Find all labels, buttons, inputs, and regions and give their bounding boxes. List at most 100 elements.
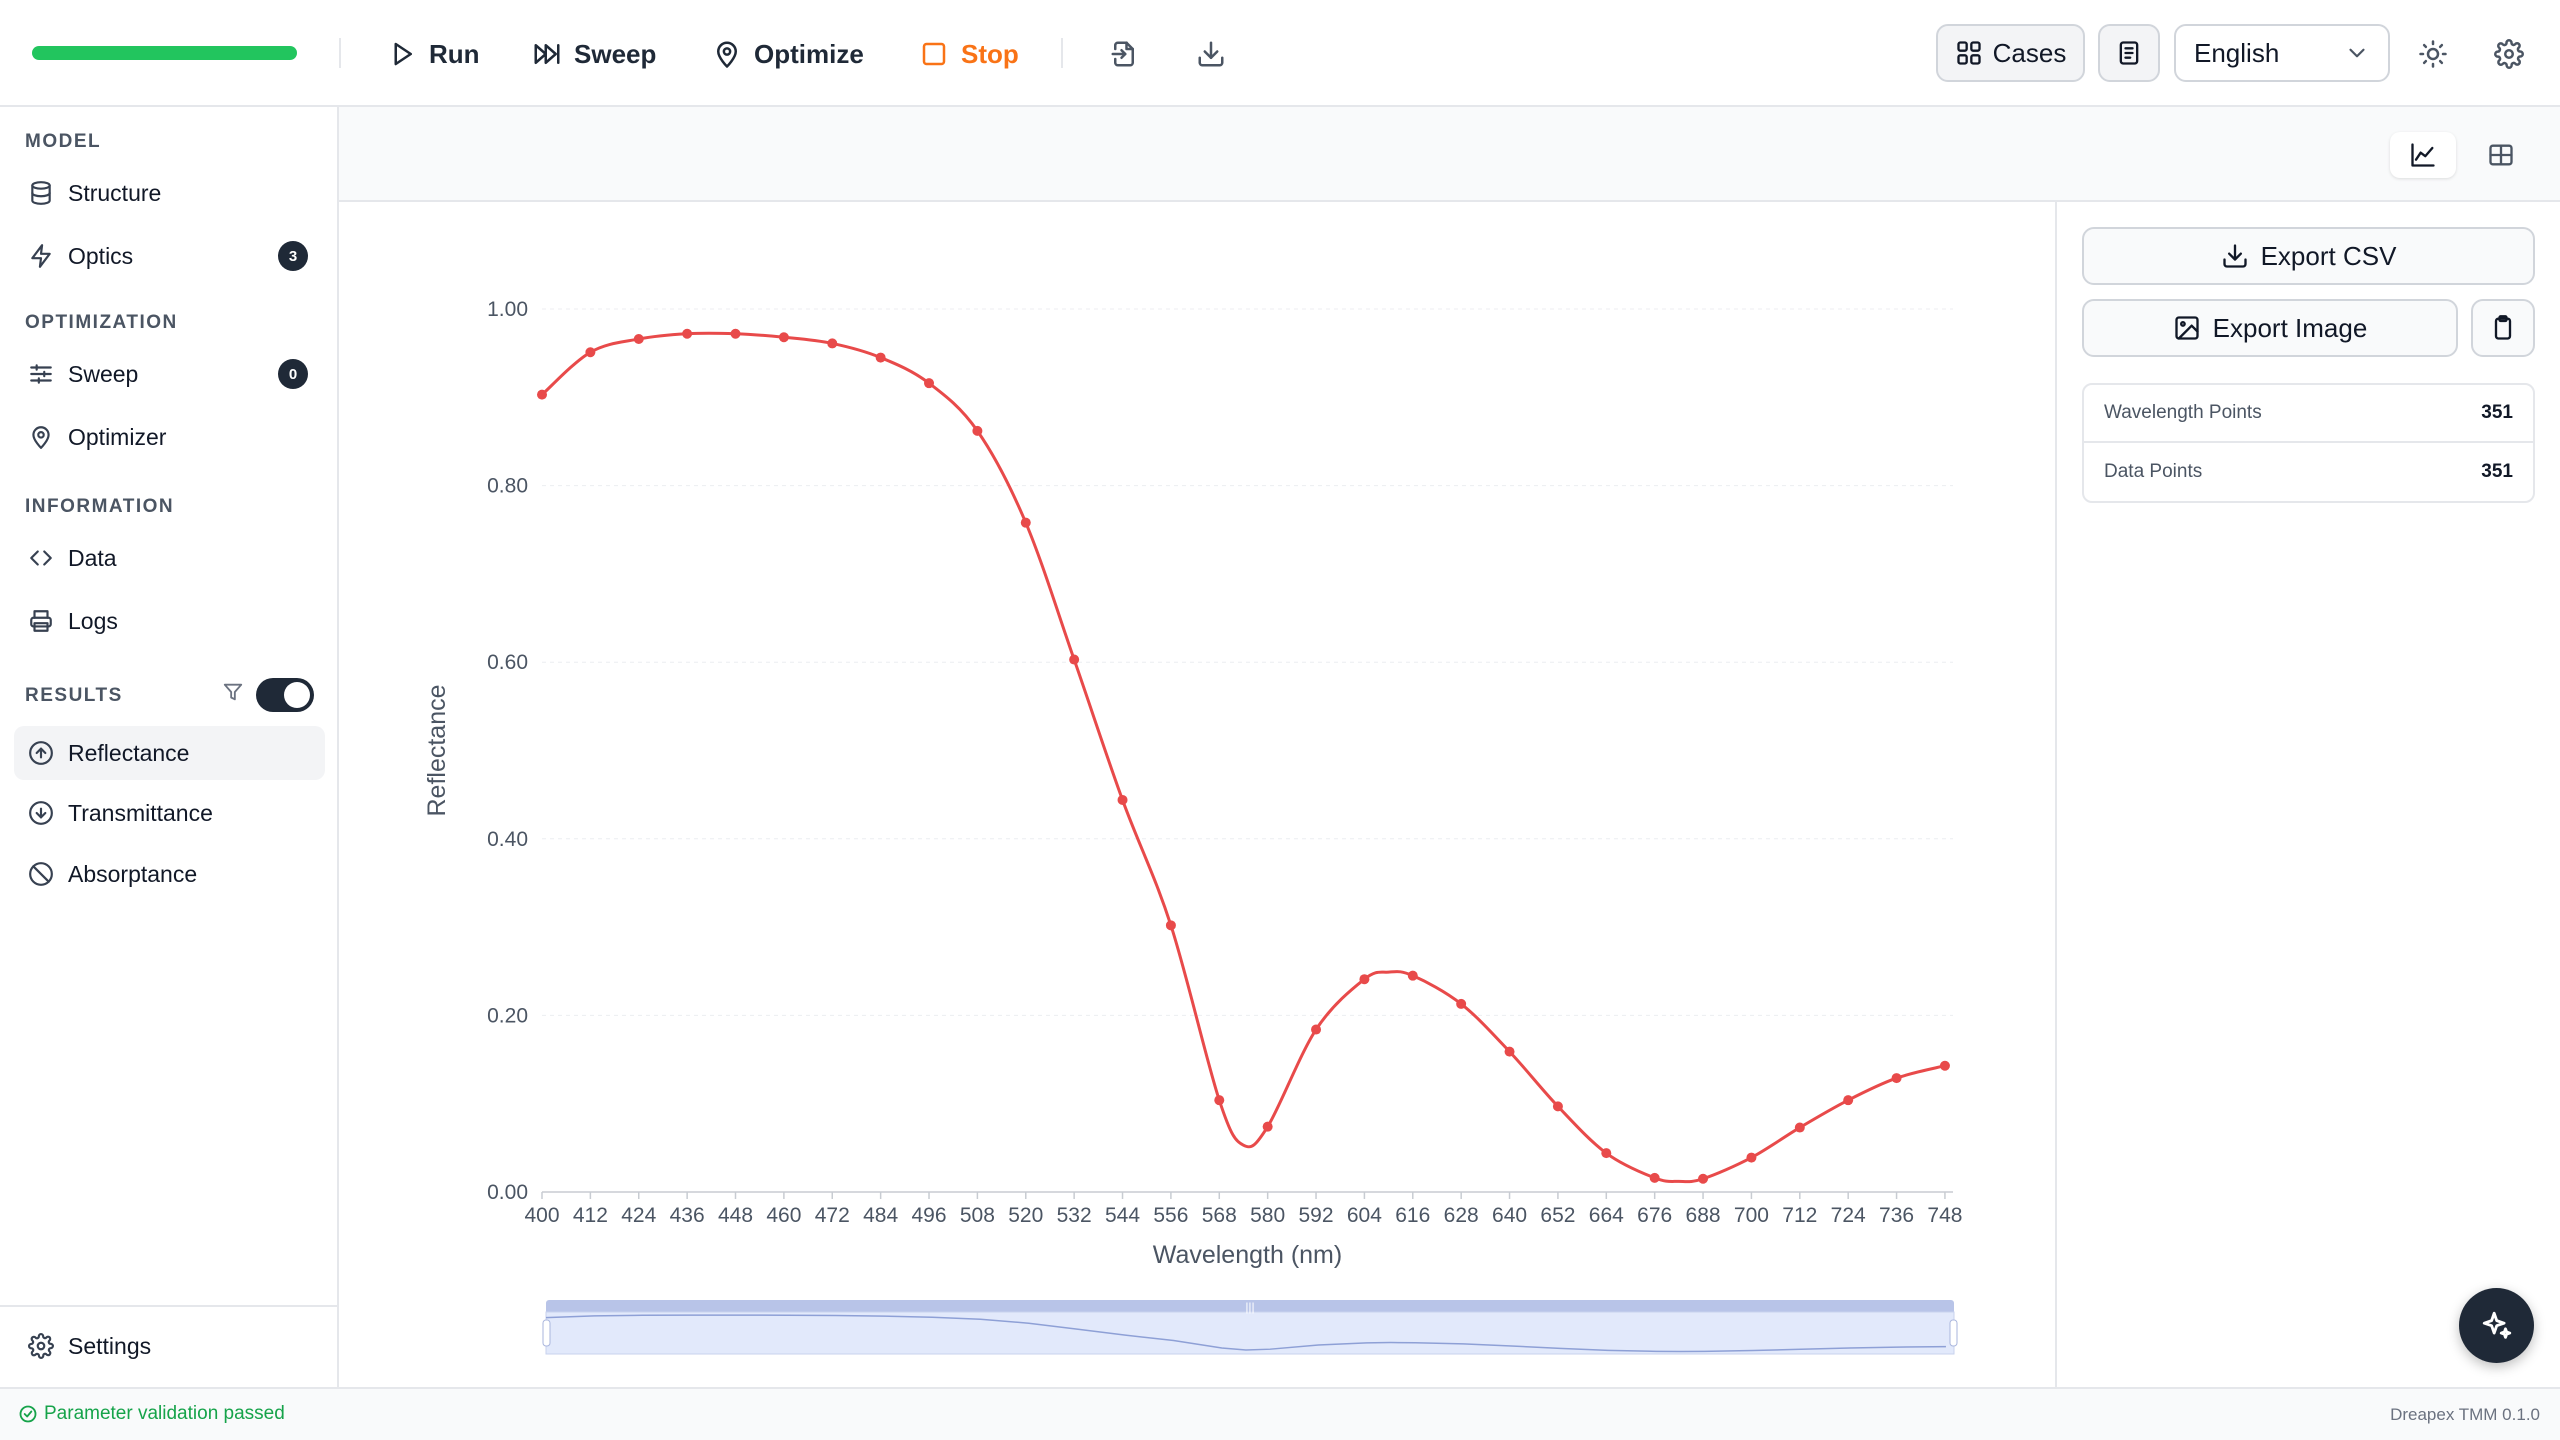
data-point[interactable] — [633, 334, 644, 345]
export-csv-button[interactable]: Export CSV — [2082, 227, 2535, 285]
data-zoom-slider[interactable]: ||| — [542, 1300, 1958, 1355]
x-tick-label: 580 — [1250, 1204, 1285, 1227]
data-point[interactable] — [1020, 517, 1031, 528]
y-tick-label: 0.20 — [487, 1004, 528, 1027]
section-title-information: INFORMATION — [25, 496, 175, 517]
cases-button[interactable]: Cases — [1936, 24, 2085, 82]
run-button-label: Run — [429, 38, 480, 69]
y-axis-label: Reflectance — [423, 684, 451, 816]
sidebar-item-settings[interactable]: Settings — [14, 1319, 325, 1373]
data-point[interactable] — [972, 425, 983, 436]
sidebar-item-structure[interactable]: Structure — [14, 166, 325, 220]
data-point[interactable] — [827, 338, 838, 349]
stat-row-wavelength-points: Wavelength Points 351 — [2084, 385, 2533, 443]
status-bar: Parameter validation passed Dreapex TMM … — [0, 1387, 2560, 1440]
zoom-handle-left[interactable] — [542, 1319, 551, 1347]
top-toolbar: Run Sweep Optimize Stop Cases English — [0, 0, 2560, 107]
skip-forward-icon — [534, 44, 560, 64]
zoom-handle-right[interactable] — [1949, 1319, 1958, 1347]
map-pin-icon — [717, 41, 737, 68]
sidebar-item-optics[interactable]: Optics 3 — [14, 229, 325, 283]
data-point[interactable] — [1843, 1095, 1854, 1106]
app-version: Dreapex TMM 0.1.0 — [2390, 1405, 2540, 1424]
sidebar-item-logs[interactable]: Logs — [14, 594, 325, 648]
data-point[interactable] — [1552, 1101, 1563, 1112]
view-toolbar — [339, 107, 2560, 202]
data-point[interactable] — [778, 332, 789, 343]
data-point[interactable] — [1311, 1024, 1322, 1035]
language-select[interactable]: English — [2174, 24, 2390, 82]
table-view-button[interactable] — [2468, 132, 2534, 178]
run-button[interactable]: Run — [387, 28, 480, 80]
sweep-button[interactable]: Sweep — [532, 28, 656, 80]
optimize-button[interactable]: Optimize — [712, 28, 864, 80]
chart-view-button[interactable] — [2390, 132, 2456, 178]
data-point[interactable] — [1939, 1060, 1950, 1071]
notes-button[interactable] — [2098, 24, 2160, 82]
reflectance-chart[interactable]: 0.00 0.20 0.40 0.60 0.80 1.00 400 412 424 436 448… — [339, 202, 2055, 1387]
data-point[interactable] — [1456, 998, 1467, 1009]
data-point[interactable] — [730, 328, 741, 339]
data-point[interactable] — [537, 389, 547, 400]
y-tick-label: 1.00 — [487, 298, 528, 321]
sidebar-item-label: Optics — [68, 242, 134, 269]
sidebar-item-label: Transmittance — [68, 799, 213, 826]
x-tick-label: 400 — [524, 1204, 559, 1227]
data-point[interactable] — [1407, 970, 1418, 981]
x-tick-label: 604 — [1347, 1204, 1382, 1227]
stop-button[interactable]: Stop — [919, 28, 1019, 80]
y-tick-label: 0.60 — [487, 651, 528, 674]
export-csv-label: Export CSV — [2260, 240, 2397, 271]
zoom-slider-window[interactable] — [545, 1311, 1955, 1355]
data-point[interactable] — [1069, 654, 1080, 665]
count-badge: 3 — [278, 241, 308, 271]
x-tick-label: 688 — [1686, 1204, 1721, 1227]
filter-icon[interactable] — [222, 681, 244, 703]
data-point[interactable] — [1214, 1095, 1225, 1106]
sun-icon — [2419, 40, 2447, 68]
data-point[interactable] — [682, 328, 693, 339]
results-toggle[interactable] — [256, 678, 314, 712]
import-button[interactable] — [1100, 30, 1148, 78]
sidebar-item-data[interactable]: Data — [14, 531, 325, 585]
divider — [0, 1305, 337, 1307]
data-point[interactable] — [1262, 1121, 1273, 1132]
x-tick-label: 436 — [670, 1204, 705, 1227]
sidebar-item-optimizer[interactable]: Optimizer — [14, 410, 325, 464]
data-point[interactable] — [1746, 1152, 1757, 1163]
zoom-slider-track[interactable] — [546, 1300, 1954, 1314]
data-point[interactable] — [1504, 1046, 1515, 1057]
data-point[interactable] — [1794, 1122, 1805, 1133]
data-point[interactable] — [1891, 1073, 1902, 1084]
copy-image-button[interactable] — [2471, 299, 2535, 357]
settings-button[interactable] — [2485, 30, 2533, 78]
data-point[interactable] — [875, 352, 886, 363]
sidebar-item-reflectance[interactable]: Reflectance — [14, 726, 325, 780]
ban-icon — [29, 862, 53, 886]
table-icon — [2489, 144, 2513, 166]
sidebar-item-transmittance[interactable]: Transmittance — [14, 786, 325, 840]
x-tick-label: 556 — [1153, 1204, 1188, 1227]
x-tick-label: 448 — [718, 1204, 753, 1227]
stat-row-data-points: Data Points 351 — [2084, 443, 2533, 501]
data-point[interactable] — [1601, 1148, 1612, 1159]
data-point[interactable] — [924, 378, 935, 389]
stat-value: 351 — [2481, 402, 2513, 423]
data-point[interactable] — [1359, 974, 1370, 985]
sidebar-item-label: Settings — [68, 1332, 152, 1359]
x-tick-label: 592 — [1299, 1204, 1334, 1227]
x-tick-label: 628 — [1444, 1204, 1479, 1227]
sidebar: MODEL Structure Optics 3 OPTIMIZATION Sw… — [0, 107, 339, 1387]
data-point[interactable] — [1165, 920, 1176, 931]
theme-toggle-button[interactable] — [2409, 30, 2457, 78]
sidebar-item-absorptance[interactable]: Absorptance — [14, 847, 325, 901]
data-point[interactable] — [1649, 1172, 1660, 1183]
export-image-button[interactable]: Export Image — [2082, 299, 2458, 357]
download-button[interactable] — [1187, 30, 1235, 78]
data-point[interactable] — [1117, 794, 1128, 805]
sidebar-item-sweep[interactable]: Sweep 0 — [14, 347, 325, 401]
data-point[interactable] — [1698, 1173, 1709, 1184]
data-point[interactable] — [585, 347, 596, 358]
ai-assistant-button[interactable] — [2459, 1288, 2534, 1363]
x-tick-label: 640 — [1492, 1204, 1527, 1227]
